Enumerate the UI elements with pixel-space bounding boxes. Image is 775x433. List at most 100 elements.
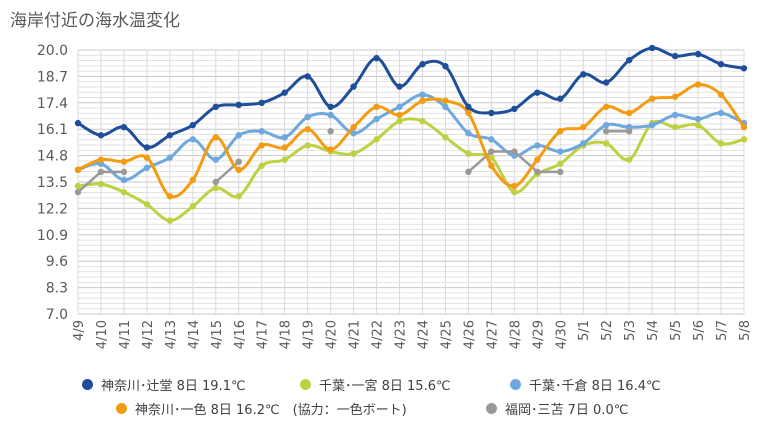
- x-tick-label: 4/18: [279, 320, 294, 349]
- data-point-chikura: [580, 140, 587, 147]
- data-point-isshiki: [350, 123, 357, 131]
- legend-marker-mitoma: [486, 402, 497, 414]
- data-point-tsujido: [327, 103, 334, 111]
- data-point-tsujido: [625, 56, 633, 64]
- x-tick-label: 4/16: [233, 320, 248, 349]
- legend-label-ichinomiya: 千葉･一宮 8日 15.6℃: [319, 378, 451, 394]
- legend-marker-isshiki: [116, 402, 127, 414]
- y-tick-label: 7.0: [46, 307, 68, 323]
- legend-marker-chikura: [510, 378, 521, 390]
- data-point-mitoma: [120, 168, 128, 176]
- x-tick-label: 4/19: [302, 320, 317, 349]
- y-tick-label: 10.9: [37, 228, 68, 244]
- data-point-isshiki: [671, 93, 679, 100]
- x-tick-label: 5/5: [669, 320, 684, 341]
- data-point-tsujido: [396, 83, 403, 90]
- data-point-isshiki: [740, 123, 748, 131]
- data-point-ichinomiya: [350, 150, 357, 157]
- x-tick-label: 4/21: [348, 320, 363, 349]
- data-point-isshiki: [281, 144, 288, 151]
- x-tick-label: 5/7: [715, 320, 730, 341]
- data-point-chikura: [488, 136, 495, 143]
- data-point-tsujido: [74, 119, 82, 127]
- data-point-tsujido: [740, 65, 748, 72]
- data-point-isshiki: [557, 128, 564, 135]
- data-point-isshiki: [74, 166, 82, 174]
- data-point-mitoma: [557, 168, 564, 176]
- x-tick-label: 4/9: [72, 320, 87, 341]
- legend-item-isshiki[interactable]: 神奈川･一色 8日 16.2℃ (協力：一色ボート): [116, 399, 486, 418]
- data-point-ichinomiya: [396, 117, 403, 125]
- legend-item-tsujido[interactable]: 神奈川･辻堂 8日 19.1℃: [82, 375, 300, 394]
- data-point-tsujido: [717, 61, 725, 68]
- x-axis-tick-labels: 4/9 4/10 4/11 4/12 4/13 4/14 4/15 4/16 4/17 4/18 4…: [72, 320, 753, 349]
- data-point-ichinomiya: [625, 156, 633, 163]
- data-point-tsujido: [120, 123, 128, 131]
- data-point-ichinomiya: [373, 136, 380, 143]
- data-point-isshiki: [120, 158, 128, 165]
- x-tick-label: 4/14: [187, 320, 202, 349]
- data-point-isshiki: [419, 97, 426, 104]
- data-point-mitoma: [465, 168, 472, 176]
- data-point-ichinomiya: [488, 154, 495, 161]
- data-point-isshiki: [465, 109, 472, 117]
- legend-item-mitoma[interactable]: 福岡･三苫 7日 0.0℃: [486, 399, 628, 418]
- data-point-ichinomiya: [511, 188, 518, 196]
- y-tick-label: 20.0: [37, 43, 68, 59]
- x-tick-label: 5/2: [600, 320, 615, 341]
- data-point-chikura: [212, 156, 219, 163]
- data-point-ichinomiya: [694, 121, 702, 129]
- data-point-ichinomiya: [258, 162, 265, 169]
- data-point-chikura: [143, 164, 151, 171]
- series-line-isshiki: [76, 83, 746, 199]
- x-tick-label: 4/24: [416, 320, 431, 349]
- data-point-tsujido: [694, 50, 702, 58]
- data-point-tsujido: [419, 61, 426, 68]
- data-point-tsujido: [166, 132, 174, 139]
- data-point-isshiki: [97, 156, 105, 163]
- legend-marker-ichinomiya: [300, 378, 311, 390]
- x-tick-label: 4/20: [325, 320, 340, 349]
- data-point-ichinomiya: [143, 201, 151, 208]
- data-point-ichinomiya: [74, 182, 82, 190]
- x-tick-label: 5/3: [623, 320, 638, 341]
- data-point-mitoma: [511, 148, 518, 155]
- data-point-ichinomiya: [442, 134, 449, 141]
- y-tick-label: 8.3: [46, 281, 68, 297]
- data-point-chikura: [304, 113, 311, 121]
- data-point-tsujido: [603, 79, 610, 86]
- data-point-chikura: [166, 154, 174, 161]
- data-point-tsujido: [350, 83, 357, 90]
- data-point-isshiki: [166, 193, 174, 200]
- data-point-chikura: [120, 176, 128, 184]
- data-point-chikura: [603, 121, 610, 129]
- x-tick-label: 4/15: [210, 320, 225, 349]
- y-tick-label: 14.8: [37, 149, 68, 165]
- data-point-tsujido: [212, 103, 219, 111]
- legend-item-chikura[interactable]: 千葉･千倉 8日 16.4℃: [510, 375, 661, 394]
- data-point-tsujido: [534, 89, 541, 96]
- data-point-mitoma: [97, 168, 105, 176]
- data-point-ichinomiya: [557, 160, 564, 167]
- legend-item-ichinomiya[interactable]: 千葉･一宮 8日 15.6℃: [300, 375, 510, 394]
- data-point-isshiki: [189, 176, 197, 184]
- data-point-chikura: [373, 115, 380, 123]
- series-tsujido: [74, 44, 748, 151]
- data-point-isshiki: [717, 91, 725, 98]
- data-point-tsujido: [488, 109, 495, 117]
- data-point-ichinomiya: [97, 180, 105, 188]
- legend-row-2: 神奈川･一色 8日 16.2℃ (協力：一色ボート) 福岡･三苫 7日 0.0℃: [0, 396, 775, 420]
- x-tick-label: 5/8: [738, 320, 753, 341]
- data-point-ichinomiya: [465, 150, 472, 157]
- x-tick-label: 4/28: [508, 320, 523, 349]
- chart-title: 海岸付近の海水温変化: [10, 11, 180, 31]
- series-ichinomiya: [74, 117, 748, 224]
- x-tick-label: 5/4: [646, 320, 661, 341]
- data-point-ichinomiya: [304, 142, 311, 149]
- data-point-isshiki: [580, 123, 587, 131]
- data-point-isshiki: [396, 111, 403, 119]
- x-tick-label: 4/13: [164, 320, 179, 349]
- x-tick-label: 4/23: [394, 320, 409, 349]
- data-point-mitoma: [74, 188, 82, 196]
- data-point-isshiki: [511, 182, 518, 190]
